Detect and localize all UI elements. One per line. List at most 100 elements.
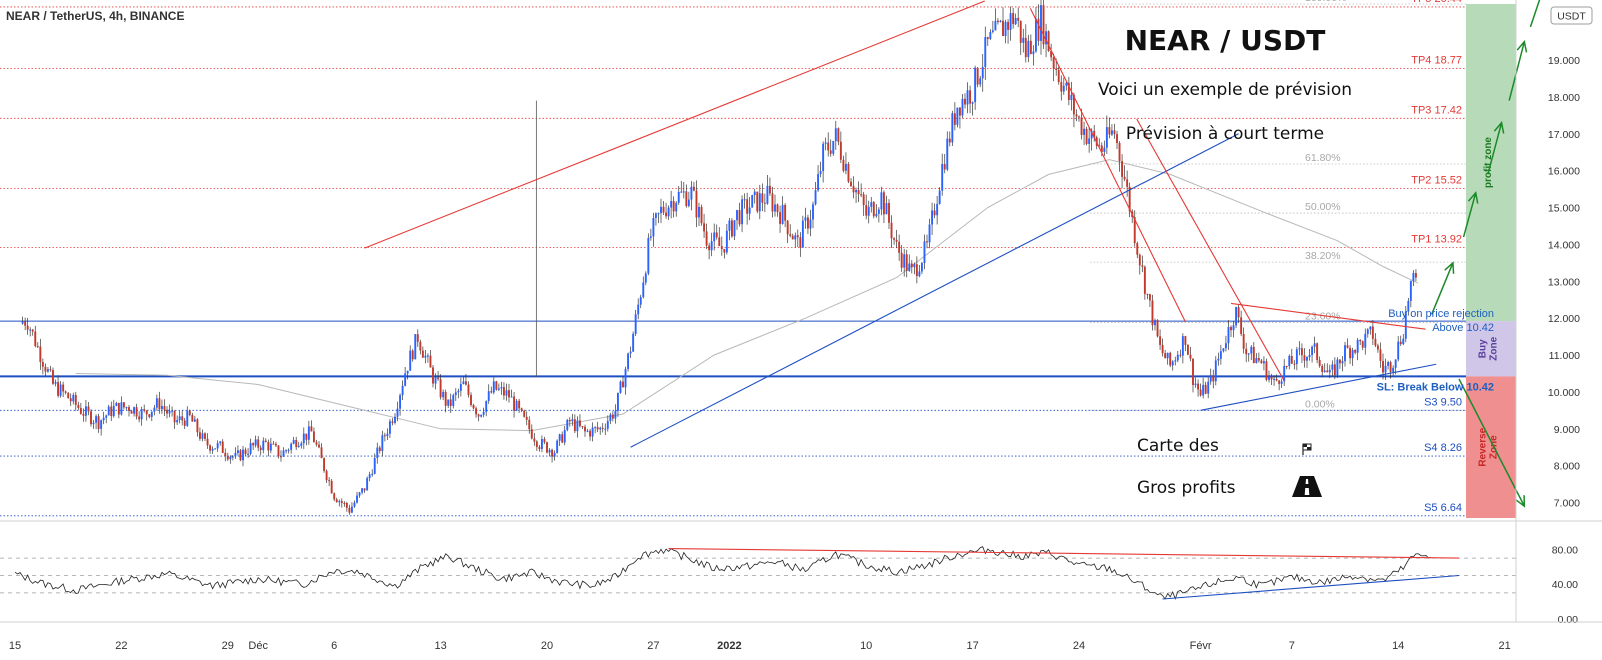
candle-body — [819, 171, 822, 175]
candle-body — [1050, 51, 1053, 58]
candle-body — [530, 429, 533, 439]
candle-body — [1224, 343, 1227, 349]
resistance-trend-line — [1230, 302, 1426, 330]
candle-body — [1014, 17, 1017, 25]
candle-body — [502, 387, 505, 396]
candle-body — [1235, 307, 1238, 326]
candle-body — [211, 448, 214, 451]
candle-body — [1133, 217, 1136, 244]
forecast-arrows — [1430, 0, 1541, 508]
candle-body — [371, 473, 374, 475]
candle-body — [627, 353, 630, 370]
candle-body — [619, 381, 622, 393]
candle-body — [753, 191, 756, 196]
candle-body — [806, 217, 809, 229]
time-tick-label: 13 — [434, 640, 446, 652]
candle-body — [976, 67, 979, 85]
candle-body — [616, 392, 619, 411]
candle-body — [832, 141, 835, 154]
candle-body — [758, 193, 761, 212]
candle-body — [21, 321, 24, 324]
candle-body — [226, 456, 229, 460]
rsi-tick-label: 0.00 — [1558, 614, 1579, 626]
time-axis: 15 22 29 Déc 6 13 20 27 2022 10 17 24 Févr 7 14 21 — [0, 621, 1602, 652]
candle-body — [774, 204, 776, 212]
moving-average — [75, 159, 1419, 432]
candle-body — [1126, 179, 1129, 187]
buy-label: Buy on price rejection — [1388, 308, 1494, 320]
candle-body — [981, 67, 984, 79]
candle-body — [1283, 365, 1286, 382]
candle-body — [1123, 176, 1126, 180]
candle-body — [219, 441, 222, 444]
candle-body — [1052, 57, 1055, 69]
candle-body — [1344, 345, 1346, 362]
candle-body — [406, 370, 409, 374]
candle-body — [366, 478, 369, 491]
candle-body — [895, 239, 898, 242]
candle-body — [320, 447, 323, 459]
price-tick-label: 13.000 — [1548, 276, 1580, 288]
candle-body — [1338, 359, 1341, 364]
price-tick-label: 19.000 — [1548, 55, 1580, 67]
candle-body — [328, 480, 331, 482]
candle-body — [644, 273, 647, 283]
moving-average-line — [75, 159, 1419, 432]
candle-body — [1156, 320, 1159, 337]
time-tick-label: 24 — [1073, 640, 1085, 652]
candle-body — [647, 237, 650, 274]
candle-body — [1164, 353, 1167, 359]
candle-body — [295, 439, 298, 448]
stop-loss-label: SL: Break Below 10.42 — [1377, 381, 1494, 393]
candle-body — [974, 67, 977, 103]
candle-body — [196, 419, 199, 433]
candle-body — [1159, 336, 1162, 345]
candle-body — [1189, 354, 1192, 359]
candle-body — [1029, 40, 1032, 55]
candle-body — [525, 416, 528, 420]
rsi-tick-label: 40.00 — [1552, 579, 1578, 591]
candle-body — [1371, 326, 1374, 339]
price-tick-label: 15.000 — [1548, 203, 1580, 215]
candle-body — [221, 441, 224, 453]
candle-body — [274, 443, 277, 446]
down-arrow-shaft — [1458, 378, 1526, 507]
reverse-zone — [1466, 376, 1516, 518]
candle-body — [280, 456, 282, 458]
candle-body — [1404, 311, 1407, 339]
candle-body — [1382, 360, 1384, 373]
candle-body — [589, 430, 592, 437]
candle-body — [1280, 381, 1283, 384]
candle-body — [439, 379, 442, 398]
candle-body — [705, 231, 708, 246]
candle-body — [1171, 361, 1174, 366]
candle-body — [898, 241, 901, 253]
candle-body — [964, 98, 966, 105]
candle-body — [1080, 117, 1083, 135]
candle-body — [966, 90, 969, 105]
candle-body — [378, 447, 381, 452]
candle-body — [416, 334, 419, 342]
candle-body — [991, 30, 994, 32]
candle-body — [340, 501, 343, 503]
candle-body — [467, 384, 470, 395]
candle-body — [751, 195, 754, 208]
candle-body — [173, 410, 176, 423]
candle-body — [1379, 349, 1382, 361]
fibonacci-levels: 100.00% 61.80% 50.00% 38.20% 23.60% 0.00% — [1090, 0, 1466, 411]
candle-body — [1027, 40, 1030, 58]
candle-body — [520, 408, 523, 411]
candle-body — [148, 414, 151, 417]
candle-body — [178, 416, 181, 420]
time-tick-label: 6 — [331, 640, 337, 652]
candle-body — [470, 394, 472, 405]
candle-body — [198, 432, 201, 439]
candle-body — [310, 426, 313, 432]
currency-badge-box[interactable] — [1550, 6, 1593, 25]
candles — [21, 0, 1417, 515]
candle-body — [72, 395, 75, 402]
candle-body — [1351, 349, 1354, 359]
candle-body — [761, 193, 764, 203]
candle-body — [487, 391, 490, 401]
